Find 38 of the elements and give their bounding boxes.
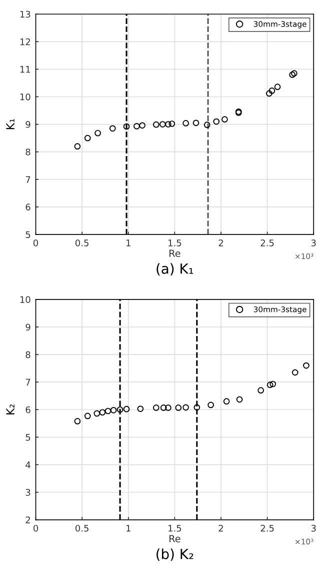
x-tick-label: 0	[33, 524, 38, 532]
y-tick-label: 7	[26, 378, 30, 386]
x-tick-label: 2.5	[260, 239, 274, 246]
y-tick-label: 11	[20, 66, 30, 73]
x-tick-label: 0.5	[75, 524, 88, 532]
y-tick-label: 9	[26, 121, 30, 128]
y-tick-label: 10	[20, 296, 30, 304]
x-axis-title: Re	[169, 250, 180, 257]
y-tick-label: 10	[20, 93, 30, 100]
x-tick-label: 2	[218, 239, 223, 246]
y-tick-label: 4	[26, 462, 30, 468]
x-tick-label: 1.5	[168, 524, 182, 532]
y-tick-label: 12	[20, 38, 30, 46]
y-tick-label: 5	[26, 231, 30, 238]
x-tick-label: 3	[311, 239, 316, 246]
y-axis-title: K₂	[6, 404, 14, 414]
y-tick-label: 8	[26, 351, 30, 358]
x-tick-label: 0	[33, 239, 38, 246]
x-tick-label: 2.5	[260, 524, 274, 532]
x-axis-title: Re	[169, 535, 180, 542]
y-tick-label: 5	[26, 434, 30, 441]
y-tick-label: 9	[26, 324, 30, 331]
x-tick-label: 2	[218, 524, 223, 532]
y-tick-label: 8	[26, 148, 30, 156]
y-tick-label: 7	[26, 176, 30, 183]
x-tick-label: 1	[126, 524, 130, 532]
y-tick-label: 6	[26, 204, 30, 210]
y-axis-title: K₁	[6, 119, 14, 130]
y-tick-label: 3	[26, 488, 30, 496]
text: (b) K₂	[156, 548, 194, 561]
x-tick-label: 1	[126, 240, 130, 246]
x-tick-label: 3	[311, 524, 316, 532]
x-tick-label: 0.5	[75, 239, 88, 246]
y-tick-label: 6	[26, 406, 30, 414]
y-tick-label: 13	[20, 10, 30, 18]
y-tick-label: 2	[26, 516, 30, 524]
x-tick-label: 1.5	[168, 240, 182, 246]
text: (a) K₁	[156, 263, 194, 276]
